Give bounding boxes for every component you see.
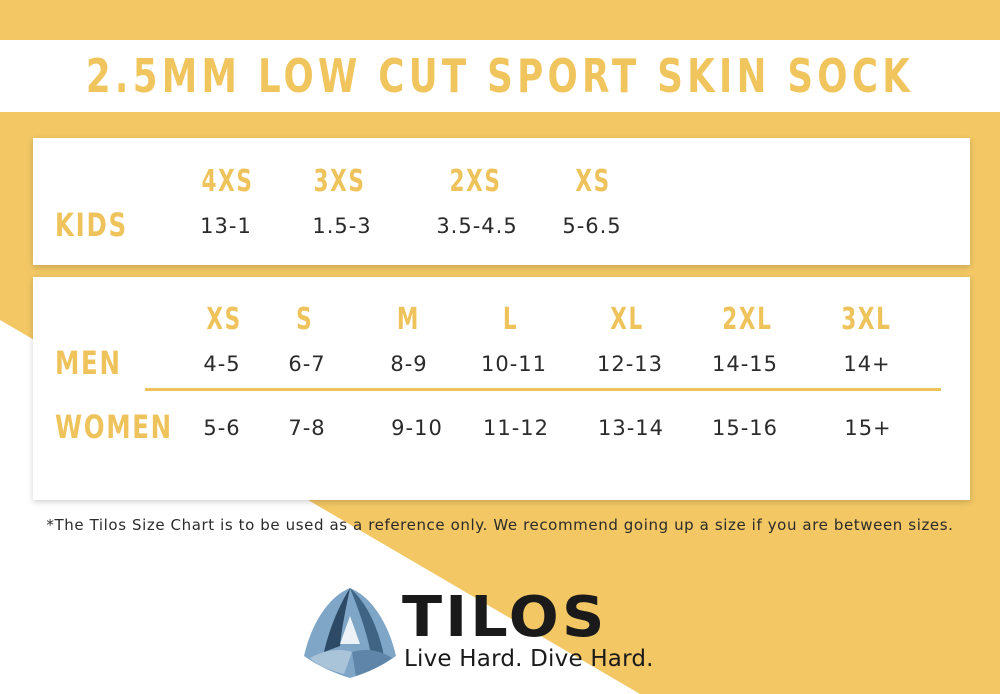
adult-size-label: L: [503, 302, 519, 337]
tilos-logo-icon: [304, 588, 396, 678]
adult-size-column: 2XL: [687, 302, 807, 337]
adult-size-label: 2XL: [721, 302, 773, 337]
brand-tagline: Live Hard. Dive Hard.: [404, 646, 654, 672]
kids-size-label: XS: [575, 164, 611, 199]
adult-size-column: M: [348, 302, 468, 337]
brand-name: TILOS: [402, 585, 608, 650]
adult-size-label: 3XL: [840, 302, 892, 337]
kids-size-column: 2XS: [416, 164, 536, 199]
kids-size-value: 13-1: [200, 214, 252, 238]
men-row-label: MEN: [55, 344, 122, 382]
women-size-value: 15-16: [711, 416, 779, 440]
row-divider: [145, 388, 941, 391]
men-size-value: 14-15: [711, 352, 779, 376]
size-chart-disclaimer: *The Tilos Size Chart is to be used as a…: [46, 516, 954, 534]
women-size-value: 7-8: [288, 416, 326, 440]
women-size-value: 13-14: [597, 416, 665, 440]
kids-row-label: KIDS: [55, 206, 128, 244]
adult-size-column: XL: [567, 302, 687, 337]
men-size-value: 4-5: [203, 352, 241, 376]
adult-size-column: 3XL: [806, 302, 926, 337]
kids-size-label: 4XS: [201, 164, 255, 199]
adult-size-column: L: [451, 302, 571, 337]
kids-size-value: 3.5-4.5: [436, 214, 518, 238]
men-size-value: 14+: [843, 352, 891, 376]
page-title: 2.5MM LOW CUT SPORT SKIN SOCK: [85, 49, 915, 103]
women-size-value: 15+: [844, 416, 892, 440]
kids-size-column: XS: [533, 164, 653, 199]
men-size-value: 8-9: [390, 352, 428, 376]
men-size-value: 12-13: [596, 352, 664, 376]
kids-size-panel: [33, 138, 970, 265]
men-size-value: 6-7: [288, 352, 326, 376]
adult-size-label: S: [296, 302, 314, 337]
adult-size-label: XS: [206, 302, 242, 337]
women-row-label: WOMEN: [55, 408, 173, 446]
kids-size-value: 5-6.5: [562, 214, 622, 238]
adult-size-column: S: [245, 302, 365, 337]
kids-size-value: 1.5-3: [312, 214, 372, 238]
women-size-value: 9-10: [391, 416, 443, 440]
adult-size-column: XS: [164, 302, 284, 337]
women-size-value: 5-6: [203, 416, 241, 440]
kids-size-label: 3XS: [313, 164, 367, 199]
adult-size-label: XL: [610, 302, 644, 337]
top-accent-band: [0, 0, 1000, 40]
adult-size-label: M: [396, 302, 420, 337]
women-size-value: 11-12: [482, 416, 550, 440]
title-band: [0, 40, 1000, 112]
kids-size-label: 2XS: [449, 164, 503, 199]
kids-size-column: 3XS: [280, 164, 400, 199]
men-size-value: 10-11: [480, 352, 548, 376]
kids-size-column: 4XS: [168, 164, 288, 199]
